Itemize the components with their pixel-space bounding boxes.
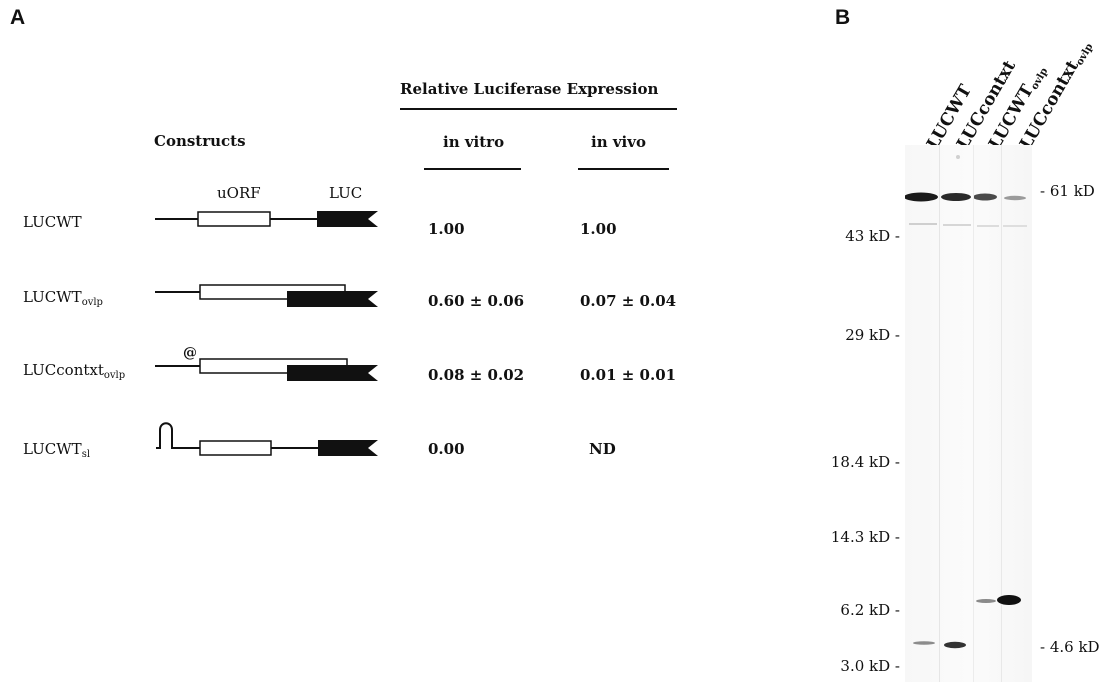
invitro-value: 1.00 [428,220,465,238]
construct-diagram-luccontxt-ovlp [150,356,380,382]
invivo-value: ND [589,440,616,458]
construct-label-lucwt-ovlp: LUCWTovlp [23,288,103,308]
luc-block [317,211,378,227]
band-lane1-4.6kd [913,641,935,645]
invivo-column-header: in vivo [591,133,646,151]
construct-label-lucwt-sl: LUCWTsl [23,440,91,460]
band-61kd-lane4 [1004,195,1026,201]
band-61kd-lane3 [973,193,997,201]
band-lane2-4.6kd [944,641,966,649]
context-at-symbol: @ [183,345,197,361]
luc-block [287,365,378,381]
marker-29kd: 29 kD - [845,326,900,344]
panel-b-label: B [835,6,851,29]
marker-6-2kd: 6.2 kD - [840,601,900,619]
blot-bands [904,145,1027,682]
invitro-column-header: in vitro [443,133,505,151]
invivo-value: 0.01 ± 0.01 [580,366,677,384]
invitro-rule [424,168,521,170]
marker-18-4kd: 18.4 kD - [830,453,900,471]
invitro-value: 0.08 ± 0.02 [428,366,525,384]
uorf-box [197,211,271,227]
band-61kd-lane1 [904,192,938,202]
band-61kd-lane2 [941,193,971,201]
uorf-label: uORF [217,184,261,202]
band-lane4-small [997,595,1021,605]
luc-block [318,440,378,456]
luc-label: LUC [329,184,363,202]
construct-label-lucwt: LUCWT [23,213,82,231]
marker-3-0kd: 3.0 kD - [840,657,900,675]
luc-block [287,291,378,307]
marker-4-6kd: - 4.6 kD [1040,638,1100,656]
invivo-value: 0.07 ± 0.04 [580,292,677,310]
panel-a-label: A [10,6,26,29]
construct-diagram-lucwt-ovlp [150,282,380,308]
band-lane3-small [976,599,996,603]
marker-14-3kd: 14.3 kD - [830,528,900,546]
constructs-header: Constructs [154,132,246,150]
construct-diagram-lucwt [150,208,380,230]
invitro-value: 0.60 ± 0.06 [428,292,525,310]
invivo-rule [578,168,669,170]
construct-diagram-lucwt-sl [150,422,380,462]
construct-label-luccontxt-ovlp: LUCcontxtovlp [23,361,126,381]
expression-header: Relative Luciferase Expression [400,80,659,98]
invitro-value: 0.00 [428,440,465,458]
stem-loop [156,422,200,449]
expression-header-rule [400,108,677,110]
western-blot-gel [904,145,1032,682]
marker-61kd: - 61 kD [1040,182,1095,200]
marker-43kd: 43 kD - [845,227,900,245]
uorf-box [199,440,272,456]
invivo-value: 1.00 [580,220,617,238]
